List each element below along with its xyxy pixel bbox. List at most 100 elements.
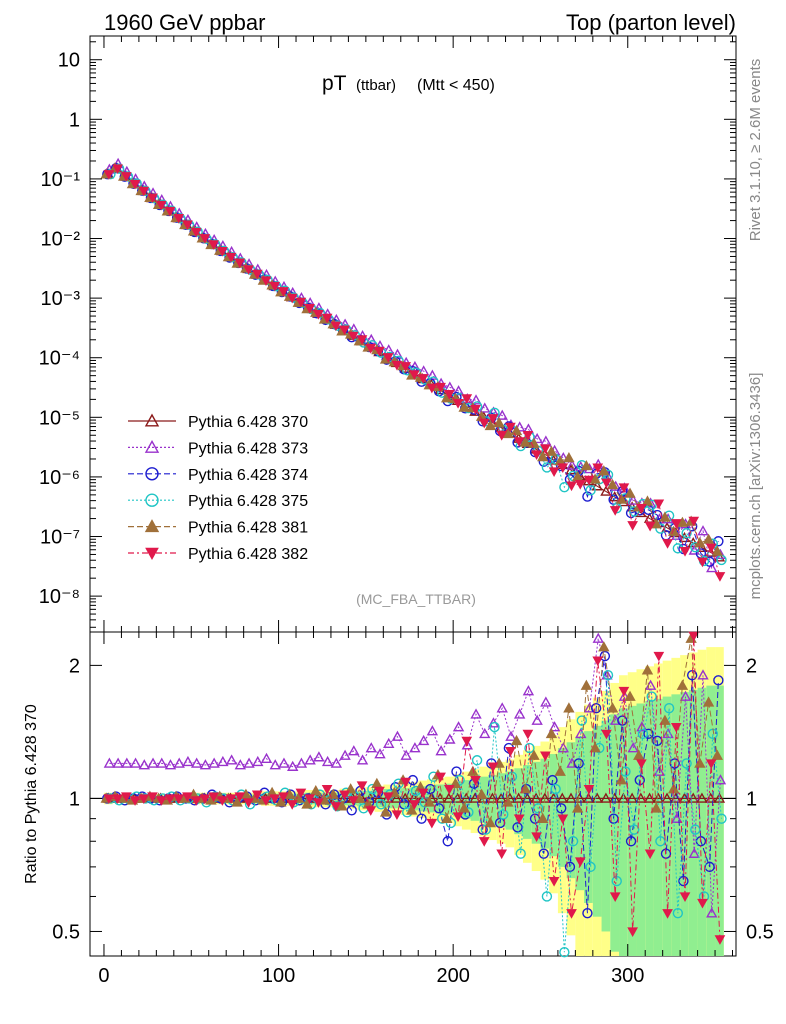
ratio-data-point <box>471 755 483 766</box>
ratio-data-point <box>304 754 316 765</box>
ratio-data-point <box>486 792 499 803</box>
ratio-data-point <box>659 714 671 725</box>
ratio-data-point <box>548 877 560 887</box>
ratio-data-point <box>260 796 272 806</box>
ratio-data-point <box>545 727 558 739</box>
ratio-data-point <box>112 757 124 768</box>
data-point <box>559 482 570 493</box>
ratio-data-point <box>234 759 247 770</box>
ratio-data-point <box>627 742 639 753</box>
data-point <box>164 206 176 217</box>
data-point <box>505 422 516 433</box>
x-tick-label: 200 <box>436 965 469 987</box>
ratio-data-point <box>234 792 246 803</box>
ratio-data-point <box>243 798 254 808</box>
x-tick-label: 0 <box>98 965 109 987</box>
ratio-data-point <box>391 810 403 820</box>
ratio-data-point <box>339 790 350 801</box>
data-point <box>260 276 272 286</box>
data-point <box>531 450 542 461</box>
ratio-data-point <box>103 794 115 804</box>
ratio-data-point <box>417 734 430 746</box>
ratio-data-point <box>452 812 464 823</box>
ratio-data-point <box>275 796 287 807</box>
ratio-data-point <box>112 794 123 804</box>
ratio-data-point <box>445 817 457 829</box>
data-point <box>601 478 612 489</box>
data-point <box>443 389 455 400</box>
data-point <box>365 344 377 354</box>
main-y-tick-label: 10⁻⁸ <box>39 586 80 608</box>
ratio-data-point <box>480 824 492 835</box>
ratio-data-point <box>287 760 299 771</box>
ratio-data-point <box>580 679 593 690</box>
ratio-data-point <box>484 817 497 828</box>
ratio-data-point <box>400 749 412 760</box>
legend-marker <box>145 547 159 561</box>
data-point <box>585 485 596 496</box>
ratio-data-point <box>435 745 447 756</box>
data-point <box>496 431 508 441</box>
ratio-data-point <box>563 702 575 713</box>
x-ticks: 0 100 200 300 <box>98 36 734 987</box>
series-line <box>105 167 718 552</box>
ratio-data-point <box>443 784 455 795</box>
rivet-label: Rivet 3.1.10, ≥ 2.6M events <box>747 59 764 242</box>
ratio-data-point <box>173 757 185 768</box>
ratio-data-point <box>356 754 369 765</box>
ratio-data-point <box>498 809 509 820</box>
x-tick-label: 300 <box>611 965 644 987</box>
data-point <box>478 418 490 429</box>
band-inner <box>645 701 654 956</box>
ratio-data-point <box>601 669 613 680</box>
ratio-data-point <box>559 946 570 958</box>
data-point <box>670 519 682 529</box>
ratio-data-point <box>217 755 229 767</box>
ratio-data-point <box>409 742 421 753</box>
ratio-data-point <box>650 802 662 813</box>
main-y-tick-label: 10⁻⁶ <box>39 467 80 489</box>
ratio-y-tick-label-right: 2 <box>746 655 757 677</box>
band-inner <box>662 696 672 956</box>
ratio-data-point <box>574 792 586 803</box>
ratio-data-point <box>521 792 534 803</box>
ratio-data-point <box>537 812 549 823</box>
ratio-y-tick-label: 2 <box>69 655 80 677</box>
ratio-data-point <box>574 857 586 868</box>
ratio-data-point <box>714 774 727 785</box>
band-inner <box>435 784 445 814</box>
ratio-data-point <box>652 792 664 803</box>
ratio-data-point <box>190 757 203 768</box>
data-point <box>391 360 403 371</box>
ratio-data-point <box>679 892 691 903</box>
ratio-data-point <box>671 812 683 823</box>
ratio-data-point <box>547 774 558 786</box>
ratio-data-point <box>379 806 392 817</box>
ratio-data-point <box>663 703 675 714</box>
ratio-data-point <box>618 686 630 697</box>
data-point <box>600 485 612 496</box>
data-point <box>706 561 718 573</box>
data-point <box>208 240 219 250</box>
ratio-data-point <box>365 806 377 816</box>
ratio-data-point <box>611 875 622 887</box>
ratio-data-point <box>629 824 640 835</box>
ratio-data-point <box>313 751 325 762</box>
ratio-data-point <box>528 749 540 760</box>
ratio-data-point <box>513 708 526 719</box>
data-point <box>234 258 246 269</box>
ratio-data-point <box>295 788 307 799</box>
data-point <box>627 494 639 505</box>
band-inner <box>671 694 681 956</box>
ratio-data-point <box>208 757 220 768</box>
main-y-ticks: 10 1 10⁻¹ 10⁻² 10⁻³ 10⁻⁴ 10⁻⁵ 10⁻⁶ 10⁻⁷ 10⁻⁸ <box>39 41 736 628</box>
data-point <box>714 572 726 582</box>
ratio-data-point <box>550 783 561 795</box>
ratio-data-point <box>502 796 514 807</box>
ratio-data-point <box>591 792 603 803</box>
ratio-data-point <box>615 774 627 785</box>
data-point <box>641 495 654 506</box>
ratio-series-line <box>109 638 721 914</box>
ratio-data-point <box>624 690 636 701</box>
